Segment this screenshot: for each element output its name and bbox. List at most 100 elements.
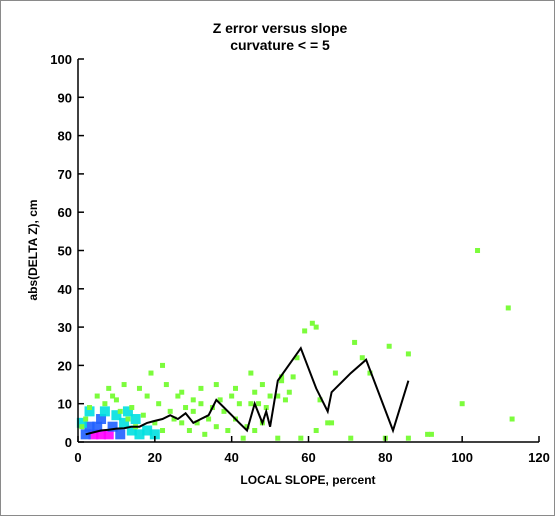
density-bin [130,414,141,425]
data-point [198,385,204,391]
data-point [332,370,338,376]
data-point [240,435,246,441]
data-point [110,393,116,399]
data-point [163,382,169,388]
data-point [183,405,189,411]
data-point [298,435,304,441]
density-bin [96,429,107,440]
data-point [309,320,315,326]
data-point [198,401,204,407]
y-tick-label: 70 [58,167,72,182]
density-bin [88,429,99,440]
data-point [317,397,323,403]
x-tick-label: 120 [528,450,550,465]
y-tick-label: 90 [58,90,72,105]
mean-error-line [85,346,410,436]
data-point [190,408,196,414]
y-tick-label: 60 [58,205,72,220]
data-point [248,370,254,376]
data-point [425,431,431,437]
data-point [186,428,192,434]
data-point [459,401,465,407]
data-point [171,416,177,422]
data-point [144,393,150,399]
data-point [252,428,258,434]
data-point [117,408,123,414]
data-point [313,324,319,330]
y-tick-label: 40 [58,282,72,297]
data-point [206,416,212,422]
data-point [282,397,288,403]
data-point [102,401,108,407]
density-bin [122,406,133,417]
y-tick-label: 0 [65,435,72,450]
density-bin [103,429,114,440]
data-point [125,416,131,422]
axes [77,58,540,443]
data-point [152,420,158,426]
data-point [263,405,269,411]
data-point [156,401,162,407]
data-point [113,397,119,403]
data-point [136,385,142,391]
x-tick-label: 80 [378,450,392,465]
x-tick-label: 0 [74,450,81,465]
data-point [221,408,227,414]
density-bin [142,425,153,436]
data-point [428,431,434,437]
data-point [286,389,292,395]
data-point [83,416,89,422]
data-point [475,248,481,253]
data-point [509,416,515,422]
density-bin [115,429,126,440]
density-bin [111,410,122,421]
y-tick-label: 50 [58,244,72,259]
data-point [256,401,262,407]
density-bin [126,425,137,436]
data-point [505,305,511,311]
data-point [175,393,181,399]
density-bin [84,406,95,417]
data-point [87,405,93,411]
mean-line-layer [85,346,410,436]
data-point [148,370,154,376]
data-point [236,401,242,407]
data-point [275,393,281,399]
data-point [329,420,335,426]
data-point [405,351,411,357]
data-point [367,370,373,376]
data-point [94,393,100,399]
data-point [229,393,235,399]
data-point [179,420,185,426]
data-point [233,385,239,391]
density-bin [99,406,110,417]
density-bin [96,414,107,425]
data-point [259,382,265,388]
density-layer [76,406,160,440]
data-point [248,401,254,407]
y-tick-label: 80 [58,129,72,144]
data-point [194,420,200,426]
data-point [225,428,231,434]
data-point [267,393,273,399]
density-bin [76,417,87,428]
density-bin [80,429,91,440]
data-point [279,378,285,384]
y-tick-label: 100 [50,52,72,67]
data-point [121,382,127,388]
density-bin [149,429,160,440]
data-point [129,405,135,411]
data-point [79,424,85,430]
data-point [386,343,392,349]
y-axis-label: abs(DELTA Z), cm [26,199,40,300]
data-point [325,420,331,426]
density-bin [107,421,118,432]
y-tick-label: 30 [58,320,72,335]
data-point [313,428,319,434]
data-point [244,424,250,430]
data-point [106,385,112,391]
data-point [275,435,281,441]
data-point [140,412,146,418]
